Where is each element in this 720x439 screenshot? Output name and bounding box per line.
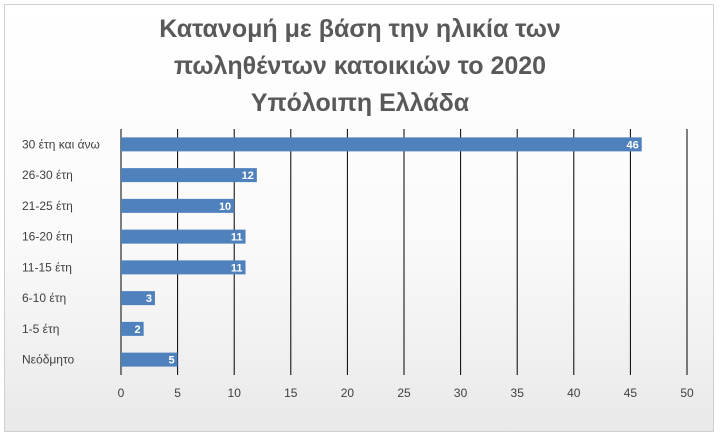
- x-tick-label-15: 15: [284, 386, 298, 400]
- category-label-4: 11-15 έτη: [22, 260, 72, 274]
- data-label-5: 3: [146, 293, 152, 305]
- x-tick-label-10: 10: [228, 386, 242, 400]
- data-label-1: 12: [242, 170, 254, 182]
- chart-title-line-3: Υπόλοιπη Ελλάδα: [250, 89, 470, 117]
- x-tick-label-40: 40: [567, 386, 581, 400]
- bar-1: [121, 168, 257, 183]
- chart-title-line-1: Κατανομή με βάση την ηλικία των: [159, 15, 561, 43]
- chart-title: Κατανομή με βάση την ηλικία των πωληθέντ…: [5, 11, 715, 122]
- x-tick-label-45: 45: [624, 386, 638, 400]
- bar-2: [121, 198, 235, 213]
- category-label-7: Νεόδμητο: [22, 353, 75, 367]
- bar-5: [121, 291, 155, 306]
- x-tick-label-20: 20: [341, 386, 355, 400]
- category-label-1: 26-30 έτη: [22, 168, 73, 182]
- x-tick-label-50: 50: [680, 386, 694, 400]
- data-label-2: 10: [219, 201, 231, 213]
- bar-6: [121, 321, 144, 336]
- data-label-4: 11: [231, 262, 243, 274]
- category-label-3: 16-20 έτη: [22, 230, 73, 244]
- category-label-0: 30 έτη και άνω: [22, 137, 100, 151]
- category-label-2: 21-25 έτη: [22, 199, 73, 213]
- data-label-3: 11: [231, 232, 243, 244]
- bar-7: [121, 352, 178, 367]
- x-tick-label-5: 5: [174, 386, 181, 400]
- x-tick-label-25: 25: [397, 386, 411, 400]
- x-tick-label-0: 0: [118, 386, 125, 400]
- bar-4: [121, 260, 246, 275]
- x-tick-label-30: 30: [454, 386, 468, 400]
- bar-3: [121, 229, 246, 244]
- category-label-5: 6-10 έτη: [22, 291, 66, 305]
- category-label-6: 1-5 έτη: [22, 322, 59, 336]
- x-tick-label-35: 35: [511, 386, 525, 400]
- data-label-6: 2: [135, 324, 141, 336]
- bar-0: [121, 137, 642, 152]
- data-label-0: 46: [626, 139, 638, 151]
- chart-title-line-2: πωληθέντων κατοικιών το 2020: [173, 52, 547, 80]
- data-label-7: 5: [168, 355, 174, 367]
